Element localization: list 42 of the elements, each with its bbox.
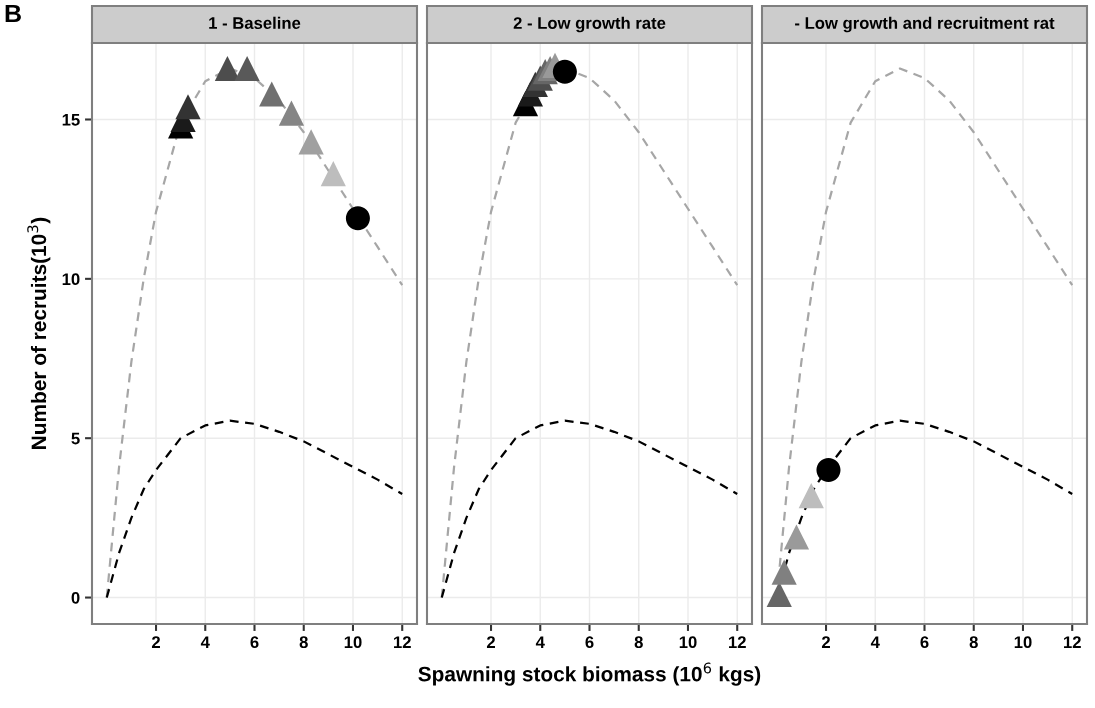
- point: [298, 129, 324, 155]
- point: [175, 94, 201, 120]
- point: [816, 458, 841, 483]
- x-tick-label: 6: [250, 636, 259, 649]
- chart-title: 1 - Baseline: [209, 16, 301, 29]
- x-tick-label: 4: [870, 636, 880, 648]
- x-axis-title: Spawning stock biomass (10$^{6}$ kgs): [418, 662, 761, 686]
- x-tick-label: 12: [729, 636, 746, 648]
- point: [552, 59, 577, 84]
- y-axis-title: Number of recruits(10$^{3}$): [27, 217, 51, 449]
- x-tick-label: 2: [486, 636, 495, 648]
- x-tick-label: 10: [679, 636, 697, 649]
- x-tick-label: 4: [200, 636, 210, 648]
- x-tick-label: 6: [920, 636, 929, 649]
- point: [259, 81, 285, 107]
- chart-title: 2 - Low growth rate: [513, 16, 666, 33]
- point: [798, 482, 824, 509]
- y-tick-label: 5: [71, 432, 80, 445]
- y-tick-label: 10: [62, 273, 80, 286]
- y-tick-label: 0: [71, 591, 80, 604]
- x-tick-label: 10: [1014, 636, 1032, 649]
- line-series: [105, 419, 404, 599]
- point: [278, 100, 305, 126]
- point: [783, 524, 810, 550]
- text: B: [5, 4, 21, 23]
- x-tick-label: 6: [585, 636, 594, 649]
- x-tick-label: 10: [344, 636, 362, 649]
- x-tick-label: 8: [969, 636, 978, 649]
- chart-title: - Low growth and recruitment rat: [795, 16, 1055, 33]
- point: [345, 206, 370, 231]
- point: [234, 55, 260, 82]
- x-tick-label: 2: [821, 636, 830, 648]
- x-tick-label: 8: [634, 636, 643, 649]
- line-series: [105, 67, 404, 599]
- y-tick-label: 15: [62, 114, 80, 126]
- point: [771, 559, 797, 585]
- point: [320, 161, 346, 187]
- x-tick-label: 12: [1064, 636, 1081, 648]
- x-tick-label: 2: [151, 636, 160, 648]
- x-tick-label: 4: [535, 636, 545, 648]
- x-tick-label: 12: [394, 636, 411, 648]
- x-tick-label: 8: [299, 636, 308, 649]
